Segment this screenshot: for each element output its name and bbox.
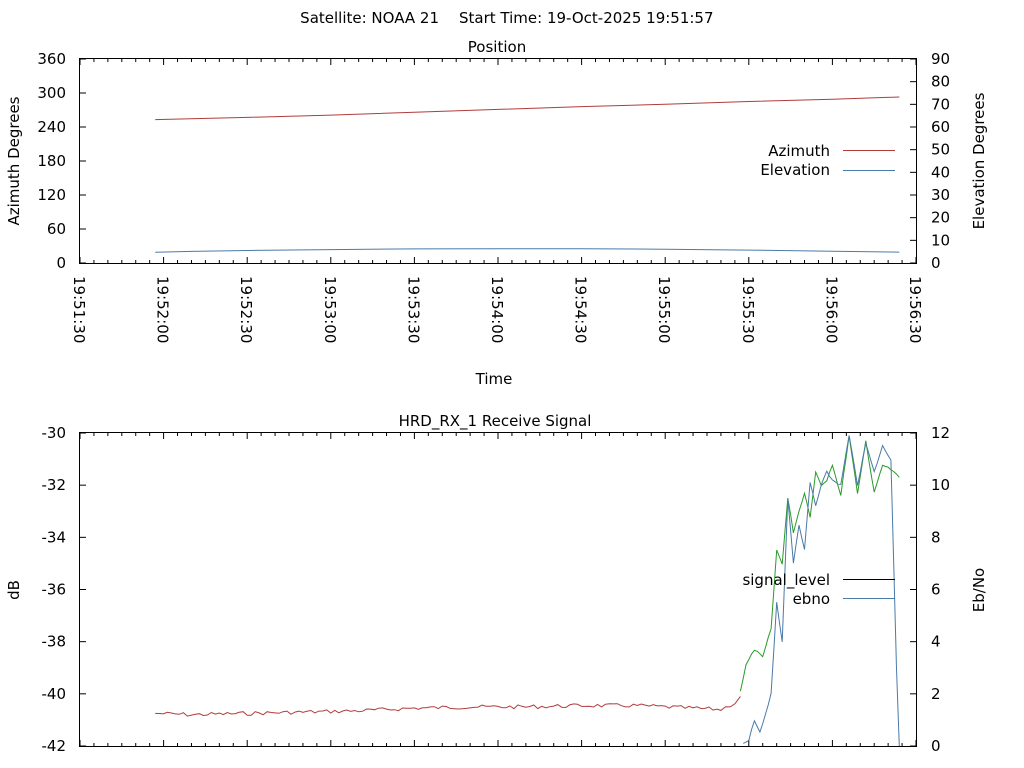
elevation-tick-label: 20 — [931, 209, 950, 227]
db-tick-label: -30 — [42, 424, 67, 442]
ebno-tick-label: 8 — [931, 528, 941, 546]
ebno-tick-labels: 12 10 8 6 4 2 0 — [931, 424, 950, 755]
time-tick-label: 19:52:00 — [154, 276, 172, 343]
position-legend: Azimuth Elevation — [760, 142, 895, 179]
ebno-axis-label: Eb/No — [970, 568, 988, 612]
elevation-tick-label: 60 — [931, 118, 950, 136]
azimuth-tick-label: 0 — [56, 254, 66, 272]
db-tick-label: -42 — [42, 737, 67, 755]
time-tick-label: 19:54:00 — [488, 276, 506, 343]
time-axis-label: Time — [475, 370, 513, 388]
time-tick-label: 19:52:30 — [237, 276, 255, 343]
time-tick-label: 19:51:30 — [70, 276, 88, 343]
azimuth-tick-label: 360 — [37, 50, 66, 68]
ebno-tick-label: 12 — [931, 424, 950, 442]
ebno-tick-label: 4 — [931, 633, 941, 651]
db-tick-label: -40 — [42, 685, 67, 703]
db-tick-label: -34 — [42, 528, 67, 546]
azimuth-tick-label: 60 — [47, 220, 66, 238]
elevation-tick-label: 80 — [931, 73, 950, 91]
azimuth-tick-label: 180 — [37, 152, 66, 170]
db-tick-labels: -30 -32 -34 -36 -38 -40 -42 — [42, 424, 67, 755]
position-chart: Position 0 60 120 180 240 300 360 0 10 20 30 40 50 6… — [5, 38, 988, 388]
time-tick-label: 19:56:30 — [906, 276, 924, 343]
db-tick-label: -38 — [42, 633, 67, 651]
time-tick-label: 19:53:30 — [404, 276, 422, 343]
elevation-axis-label: Elevation Degrees — [970, 92, 988, 229]
position-tick-marks — [79, 58, 917, 264]
ebno-tick-label: 10 — [931, 476, 950, 494]
signal-legend: signal_level ebno — [742, 571, 895, 608]
satellite-label: Satellite: NOAA 21 — [300, 9, 439, 27]
elevation-tick-label: 0 — [931, 254, 941, 272]
time-tick-label: 19:54:30 — [572, 276, 590, 343]
legend-signal-level-label: signal_level — [742, 571, 830, 590]
ebno-tick-label: 0 — [931, 737, 941, 755]
signal-series — [155, 435, 900, 747]
receive-signal-chart: HRD_RX_1 Receive Signal -30-32-34-36-38-… — [5, 412, 988, 755]
elevation-line — [155, 248, 900, 253]
position-series — [155, 96, 900, 253]
elevation-tick-labels: 0 10 20 30 40 50 60 70 80 90 — [931, 50, 950, 272]
signal-plot-border — [79, 432, 917, 747]
time-tick-label: 19:55:30 — [739, 276, 757, 343]
db-tick-label: -32 — [42, 476, 67, 494]
legend-elevation-label: Elevation — [760, 161, 830, 179]
elevation-tick-label: 50 — [931, 141, 950, 159]
signal-level-line — [155, 696, 741, 717]
azimuth-tick-label: 300 — [37, 84, 66, 102]
time-tick-labels: 19:51:30 19:52:00 19:52:30 19:53:00 19:53:30… — [70, 276, 924, 343]
ebno-line — [742, 435, 900, 747]
azimuth-tick-label: 240 — [37, 118, 66, 136]
elevation-tick-label: 40 — [931, 163, 950, 181]
db-axis-label: dB — [5, 580, 23, 600]
time-tick-label: 19:55:00 — [655, 276, 673, 343]
legend-azimuth-label: Azimuth — [768, 142, 830, 160]
signal-tick-marks — [79, 432, 917, 747]
elevation-tick-label: 30 — [931, 186, 950, 204]
azimuth-tick-labels: 0 60 120 180 240 300 360 — [37, 50, 66, 272]
ebno-tick-label: 2 — [931, 685, 941, 703]
time-tick-label: 19:56:00 — [822, 276, 840, 343]
elevation-tick-label: 90 — [931, 50, 950, 68]
time-tick-label: 19:53:00 — [321, 276, 339, 343]
start-time-label: Start Time: 19-Oct-2025 19:51:57 — [459, 9, 714, 27]
position-plot-border — [79, 58, 917, 264]
elevation-tick-label: 70 — [931, 95, 950, 113]
receive-signal-title: HRD_RX_1 Receive Signal — [399, 412, 592, 431]
position-title: Position — [468, 38, 526, 56]
azimuth-line — [155, 96, 900, 121]
signal-level-line — [739, 435, 900, 692]
azimuth-axis-label: Azimuth Degrees — [5, 96, 23, 225]
azimuth-tick-label: 120 — [37, 186, 66, 204]
elevation-tick-label: 10 — [931, 231, 950, 249]
db-tick-label: -36 — [42, 581, 67, 599]
ebno-tick-label: 6 — [931, 581, 941, 599]
legend-ebno-label: ebno — [793, 590, 830, 608]
